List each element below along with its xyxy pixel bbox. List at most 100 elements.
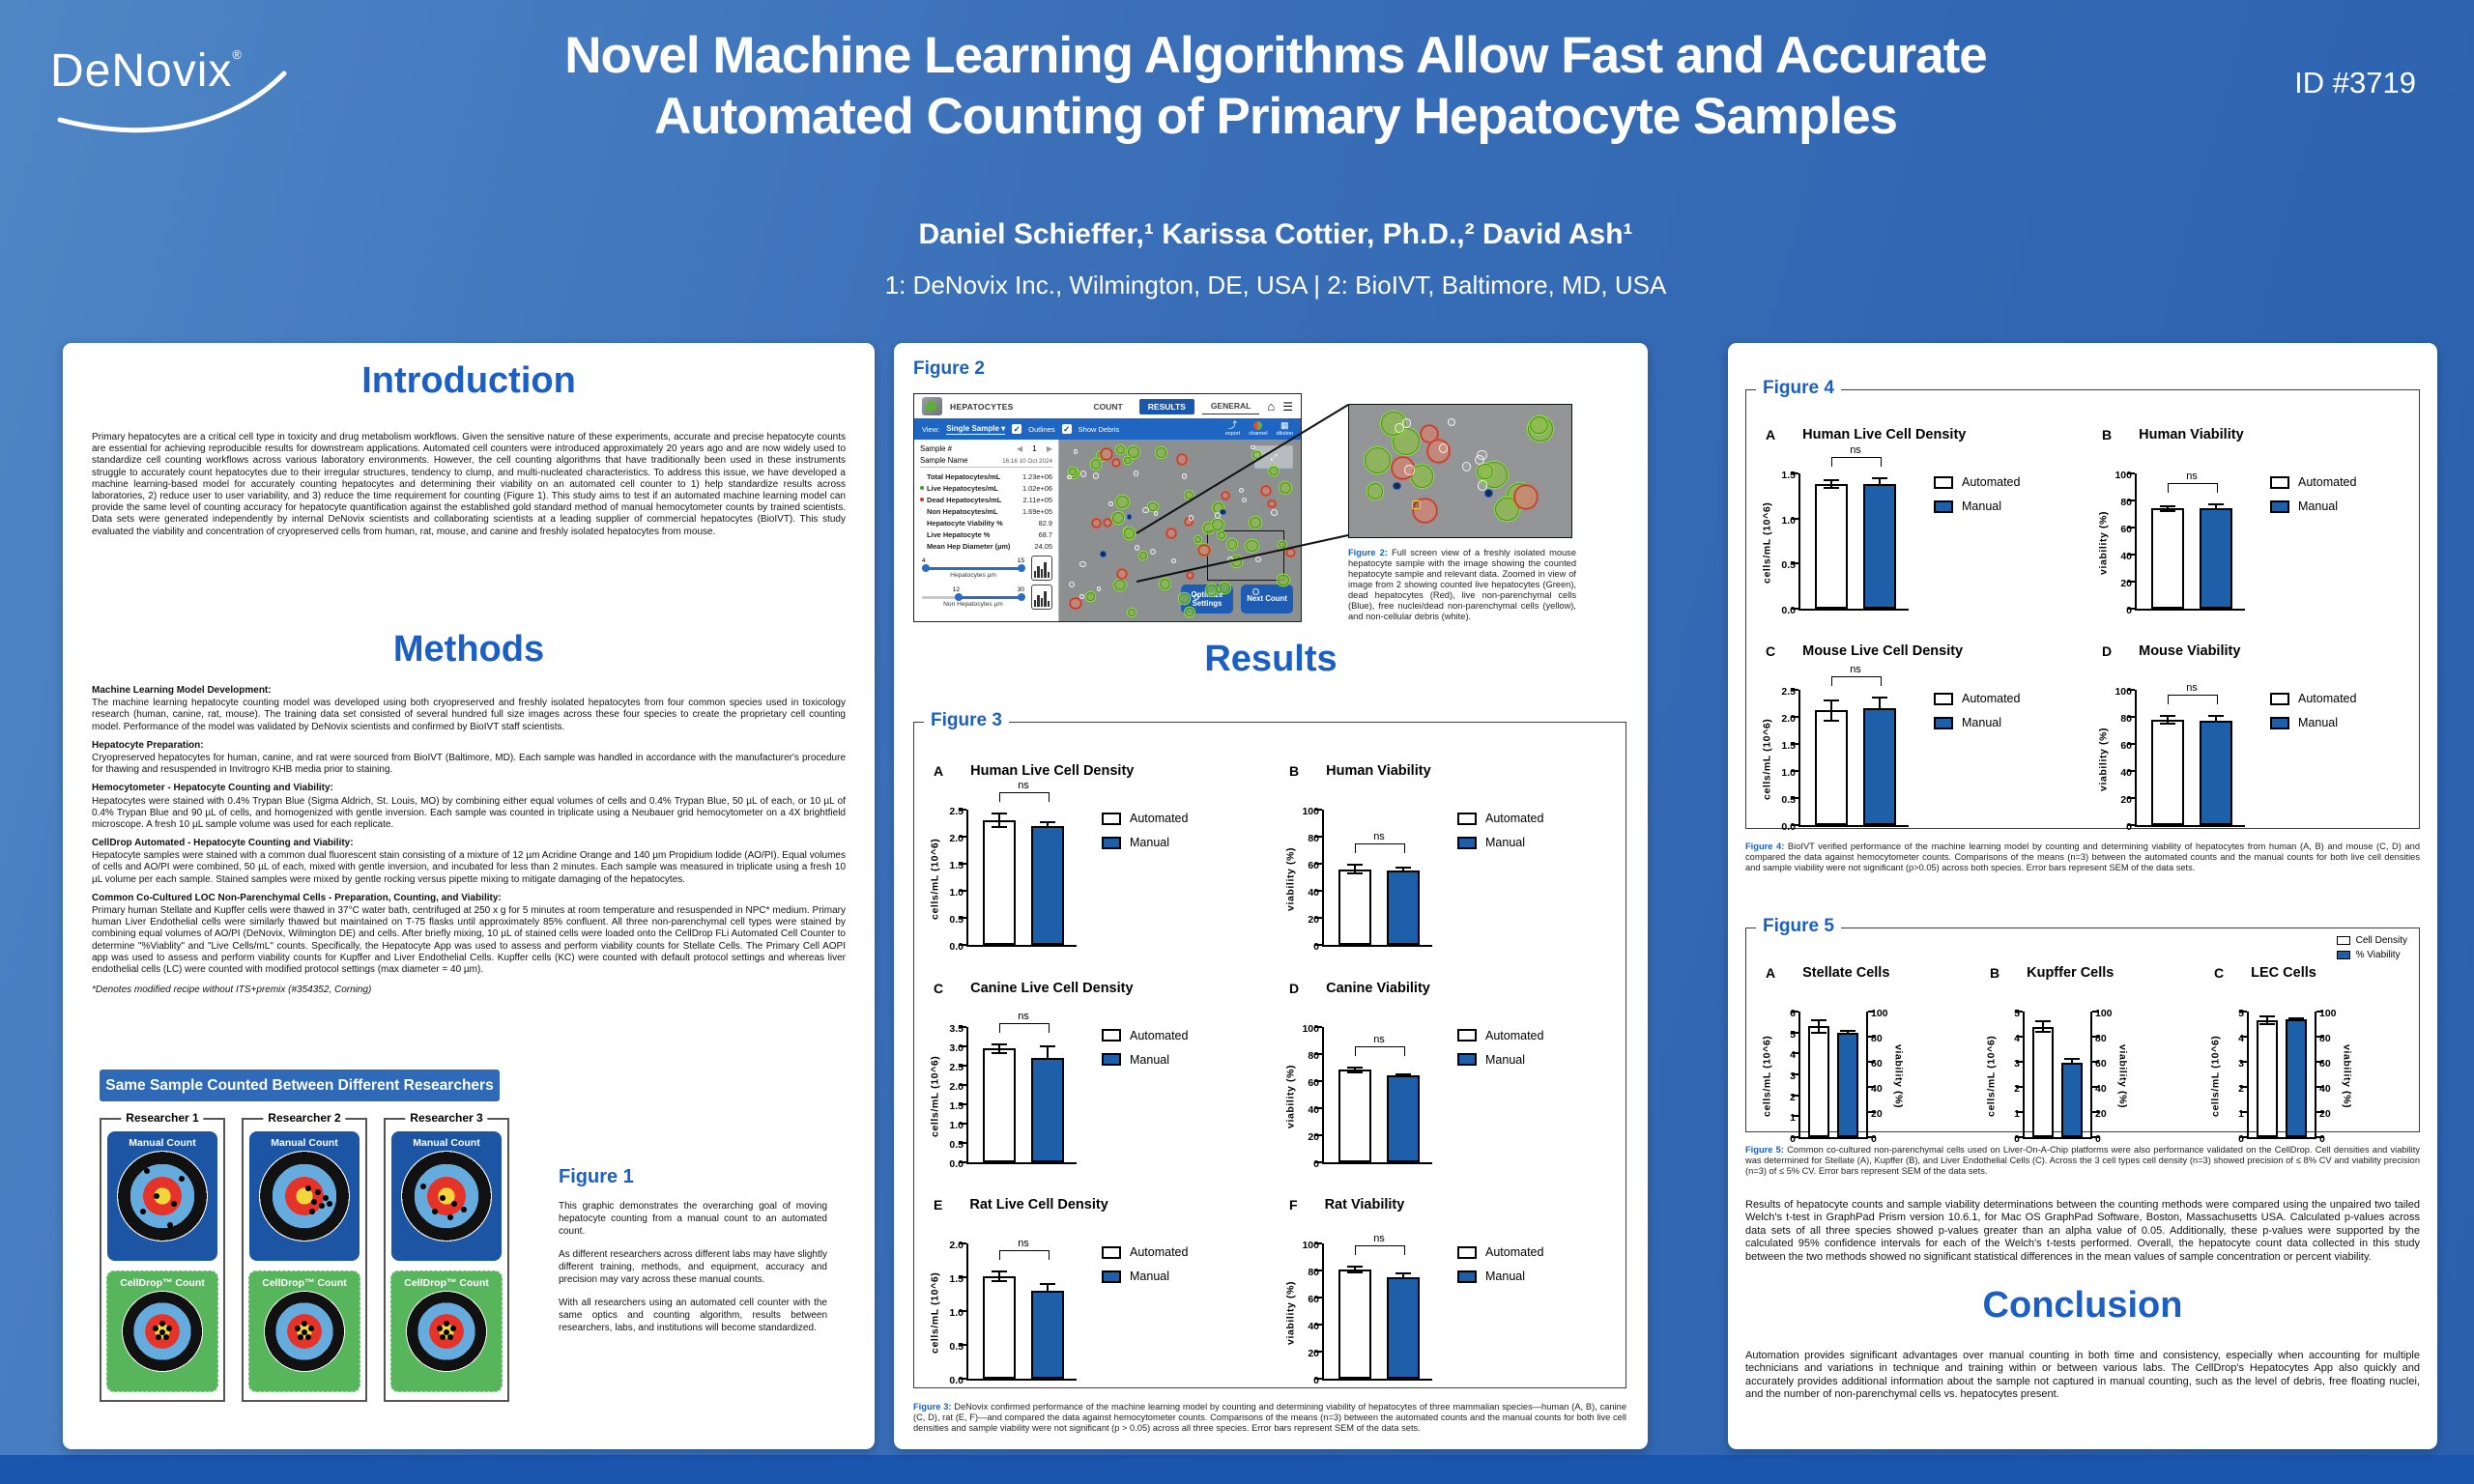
count-dot: [305, 1185, 311, 1191]
size-slider[interactable]: 4 15 Hepatocytes µm: [920, 557, 1026, 579]
tab-general[interactable]: GENERAL: [1201, 398, 1260, 414]
tick-mark: [1792, 1094, 1798, 1097]
legend-swatch: [1457, 812, 1477, 825]
slider-track[interactable]: [920, 564, 1026, 572]
chart-title: D Mouse Viability: [2102, 643, 2419, 659]
tick-mark: [1792, 824, 1798, 826]
tick-mark: [2316, 1086, 2323, 1088]
slider-handle[interactable]: [922, 564, 931, 572]
tick-label: 5: [2014, 1008, 2020, 1019]
histogram-button[interactable]: [1031, 585, 1052, 610]
significance-bracket: [999, 791, 1050, 802]
results-statistics-paragraph: Results of hepatocyte counts and sample …: [1745, 1199, 2420, 1263]
error-bar-cap: [1811, 1018, 1827, 1021]
plot-area: ns: [1315, 1233, 1432, 1382]
home-icon[interactable]: ⌂: [1267, 399, 1276, 414]
legend-label: Automated: [1485, 812, 1544, 825]
legend-swatch: [2270, 499, 2289, 513]
chart-legend: Automated Manual: [1934, 475, 2020, 513]
next-count-button[interactable]: Next Count: [1241, 585, 1293, 614]
dilution-icon[interactable]: ▦ dilution: [1276, 420, 1293, 438]
slider-handle[interactable]: [1018, 564, 1026, 572]
tick-label: 0: [1313, 1157, 1319, 1170]
tick-mark: [1315, 1079, 1322, 1082]
live-hepatocyte-cell: [1411, 465, 1434, 488]
chart-legend: Automated Manual: [1102, 812, 1188, 849]
tab-results[interactable]: RESULTS: [1138, 398, 1194, 414]
methods-section: Hemocytometer - Hepatocyte Counting and …: [92, 783, 846, 831]
bar-manual: [1387, 870, 1420, 945]
view-dropdown[interactable]: Single Sample ▾: [946, 423, 1006, 435]
significance-label: ns: [1018, 1238, 1029, 1250]
legend-label: Manual: [1130, 1270, 1169, 1284]
chart-name: Rat Live Cell Density: [969, 1197, 1108, 1213]
slider-handle[interactable]: [955, 593, 964, 601]
chart-legend: Automated Manual: [1457, 812, 1543, 849]
error-bar: [1830, 480, 1832, 488]
live-hepatocyte-cell: [1115, 444, 1125, 455]
tick-label: 4: [2238, 1033, 2244, 1044]
live-hepatocyte-cell: [1277, 574, 1289, 586]
logo-swoosh-icon: [57, 71, 287, 133]
legend-swatch: [1102, 812, 1121, 825]
chart-title: C Mouse Live Cell Density: [1766, 643, 2083, 659]
poster-title-line2: Automated Counting of Primary Hepatocyte…: [653, 88, 1898, 145]
chart-biolvt-mouse-density: C Mouse Live Cell Density cells/mL (10^6) 0…: [1746, 616, 2083, 833]
figure1-paragraph: As different researchers across differen…: [559, 1249, 827, 1285]
significance-label: ns: [2186, 471, 2198, 483]
figure5-legend: Cell Density % Viability: [2336, 935, 2407, 960]
legend-swatch: [2270, 692, 2289, 705]
legend-item: Automated: [1934, 475, 2020, 489]
outlines-checkbox[interactable]: ✓: [1012, 424, 1022, 434]
tick-mark: [1792, 689, 1798, 691]
error-bar: [2042, 1021, 2044, 1032]
tick-label: 0.5: [1781, 794, 1796, 806]
legend-swatch: [1457, 1245, 1477, 1259]
tick-label: 40: [1308, 887, 1319, 899]
legend-label: Automated: [1130, 1245, 1189, 1260]
menu-icon[interactable]: ☰: [1282, 399, 1293, 414]
prev-sample-arrow[interactable]: ◀: [1016, 443, 1023, 453]
celldrop-count-box: CellDrop™ Count: [248, 1270, 360, 1392]
debris-particle: [1134, 545, 1140, 552]
tab-count[interactable]: COUNT: [1093, 401, 1123, 412]
debris-particle: [1153, 511, 1159, 516]
tick-mark: [1792, 743, 1798, 745]
methods-section: Common Co-Cultured LOC Non-Parenchymal C…: [92, 893, 846, 976]
slider-handle[interactable]: [1018, 593, 1026, 601]
sample-name-field[interactable]: Sample Name: [920, 456, 968, 465]
legend-label: Manual: [1485, 1270, 1525, 1284]
error-bar-cap: [1040, 1044, 1055, 1047]
tick-mark: [2092, 1036, 2099, 1038]
count-dot: [450, 1326, 456, 1331]
live-hepatocyte-cell: [1366, 483, 1384, 499]
export-icon[interactable]: ⤴ export: [1224, 420, 1241, 438]
sample-timestamp: 16:16 10 Oct 2024: [1002, 458, 1052, 465]
slider-track[interactable]: [920, 593, 1026, 601]
methods-section-body: Primary human Stellate and Kupffer cells…: [92, 905, 846, 975]
chart-name: Mouse Viability: [2139, 643, 2241, 659]
tick-label: 0: [2014, 1133, 2020, 1145]
stat-row: Mean Hep Diameter (µm) 24.05: [920, 540, 1052, 552]
show-debris-checkbox[interactable]: ✓: [1061, 424, 1072, 434]
tick-mark: [1792, 1136, 1798, 1138]
figure1-paragraph: With all researchers using an automated …: [559, 1298, 827, 1333]
bar-manual: [1031, 1057, 1064, 1162]
live-hepatocyte-cell: [1156, 446, 1166, 458]
size-slider[interactable]: 12 30 Non Hepatocytes µm: [920, 586, 1026, 608]
tick-label: 1.5: [949, 1273, 964, 1286]
count-dot: [432, 1209, 438, 1214]
histogram-button[interactable]: [1031, 556, 1052, 581]
tick-label: 20: [1308, 1348, 1319, 1360]
app-main: Sample # ◀ 1 ▶ Sample Name 16:16 10 Oct …: [914, 440, 1301, 621]
chart-letter: A: [1766, 427, 1776, 442]
debris-particle: [1142, 507, 1149, 514]
next-sample-arrow[interactable]: ▶: [1046, 443, 1052, 453]
bar-automated: [1338, 1070, 1371, 1162]
dead-hepatocyte-cell: [1513, 485, 1539, 509]
cell-image-view[interactable]: ⤢ Optimize Settings Next Count: [1059, 440, 1301, 621]
figure3-box: Figure 3 A Human Live Cell Density cells/m…: [913, 710, 1626, 1388]
channel-icon[interactable]: channel: [1249, 421, 1268, 437]
tick-mark: [1315, 1242, 1322, 1245]
bar-manual: [2286, 1018, 2307, 1137]
